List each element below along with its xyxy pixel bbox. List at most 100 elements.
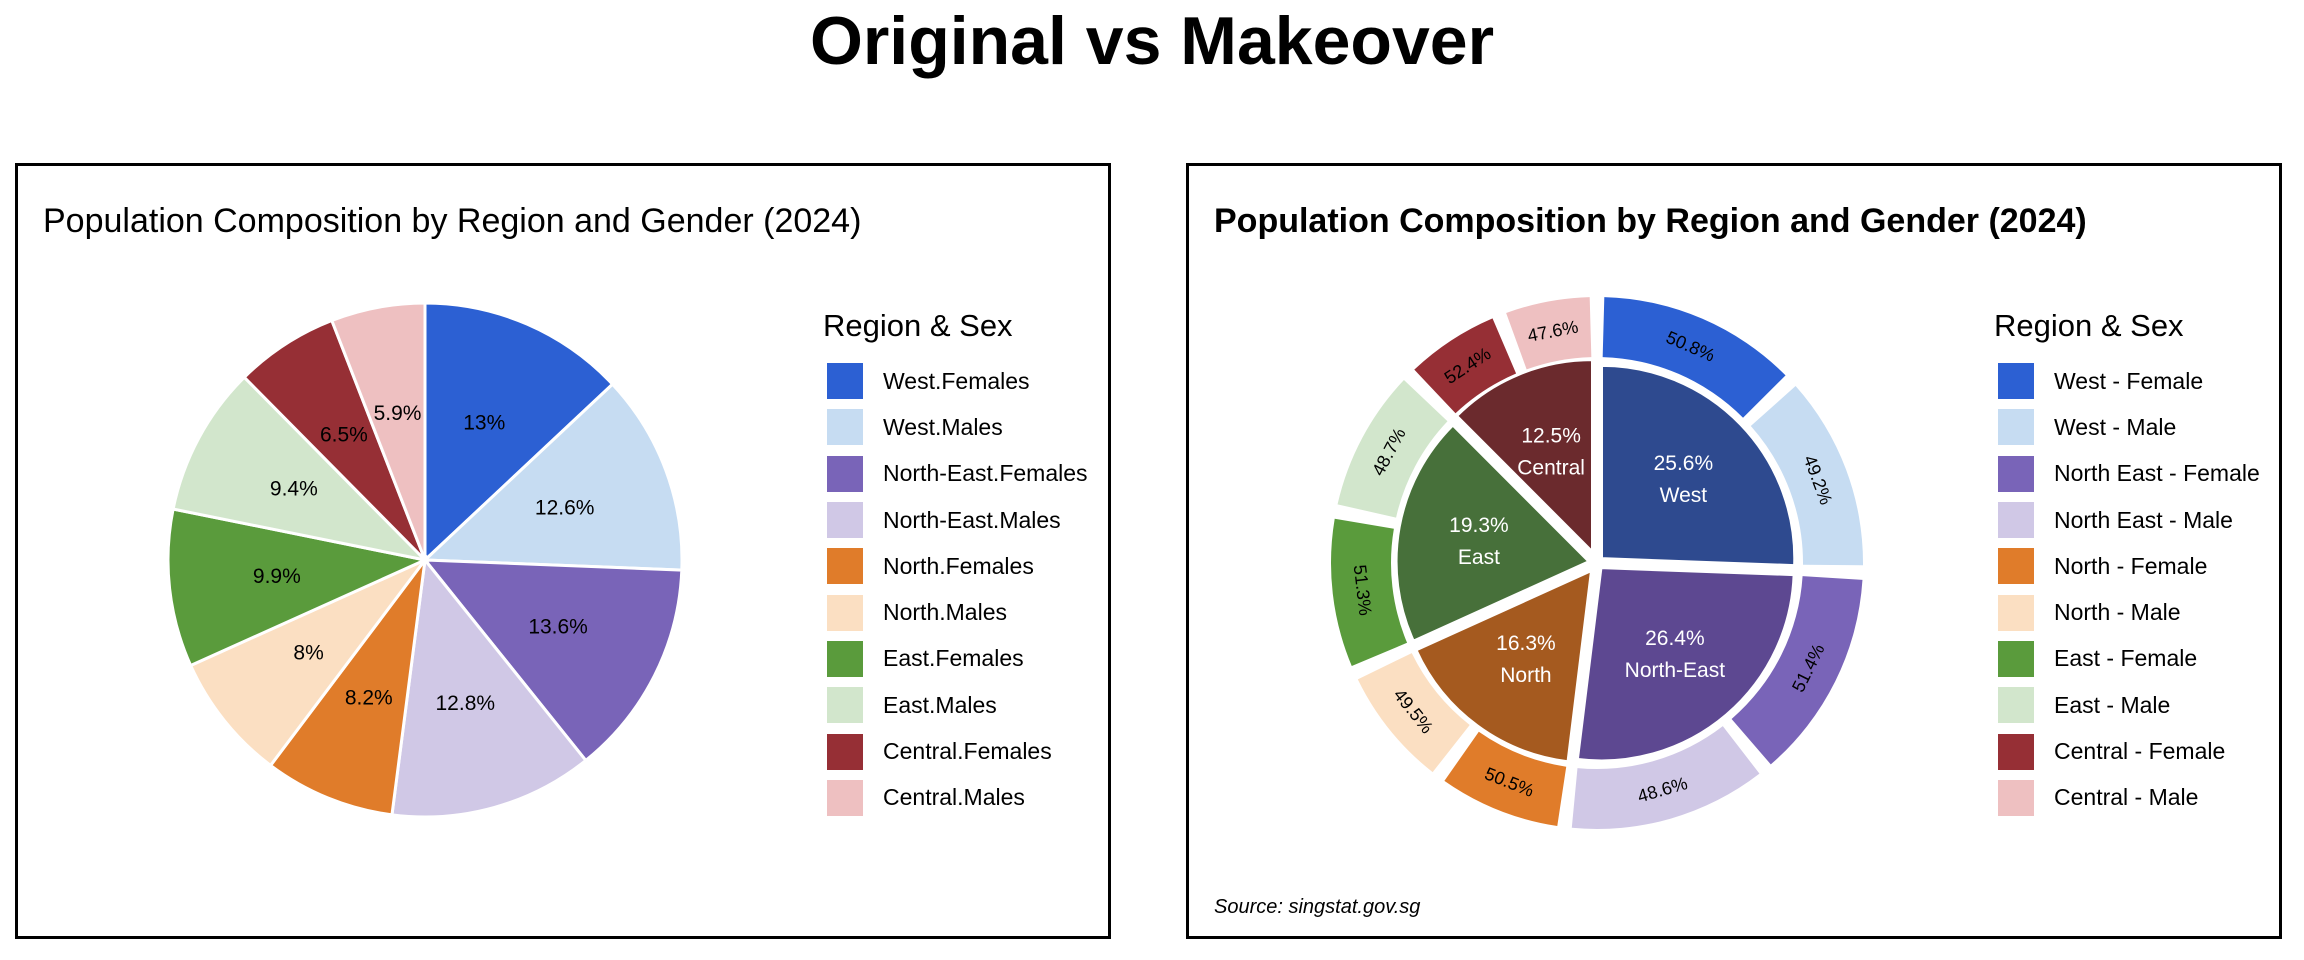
legend-label: Central - Male [2054, 784, 2199, 811]
legend-label: East - Female [2054, 645, 2198, 672]
donut-inner-region-label: North-East [1625, 659, 1726, 682]
pie-slice-label: 13% [463, 412, 505, 435]
legend-swatch [827, 733, 863, 770]
pie-slice-label: 8% [293, 642, 323, 665]
donut-inner-east [1395, 424, 1591, 642]
legend-swatch [1998, 733, 2034, 770]
makeover-legend-item-north-male: North - Male [1994, 589, 2260, 635]
legend-swatch [1998, 779, 2034, 816]
makeover-chart-panel: Population Composition by Region and Gen… [1186, 163, 2282, 939]
legend-swatch [827, 779, 863, 816]
original-legend-item-east-females: East.Females [823, 636, 1088, 682]
donut-inner-north [1415, 569, 1593, 763]
original-legend-item-north-males: North.Males [823, 589, 1088, 635]
source-note: Source: singstat.gov.sg [1214, 896, 1421, 918]
original-legend-item-north-east-females: North-East.Females [823, 451, 1088, 497]
legend-label: West - Female [2054, 367, 2204, 394]
legend-swatch [827, 502, 863, 539]
original-legend-item-north-females: North.Females [823, 543, 1088, 589]
legend-swatch [827, 548, 863, 585]
pie-slice-label: 9.4% [270, 478, 318, 501]
donut-outer-east-female [1331, 518, 1408, 667]
legend-label: West.Females [883, 367, 1030, 394]
donut-inner-north-east [1576, 567, 1795, 762]
legend-swatch [827, 594, 863, 631]
original-chart-title: Population Composition by Region and Gen… [43, 202, 862, 240]
makeover-legend-item-east-female: East - Female [1994, 636, 2260, 682]
legend-label: East.Females [883, 645, 1024, 672]
donut-inner-region-label: Central [1517, 457, 1585, 480]
donut-outer-central-female [1414, 318, 1517, 414]
donut-inner-value-label: 16.3% [1496, 632, 1556, 655]
legend-label: Central.Males [883, 784, 1025, 811]
original-chart-panel: Population Composition by Region and Gen… [15, 163, 1111, 939]
pie-slice-label: 13.6% [528, 616, 588, 639]
original-legend: Region & Sex West.Females West.Males North… [823, 308, 1088, 821]
legend-label: North.Males [883, 599, 1007, 626]
original-legend-item-north-east-males: North-East.Males [823, 497, 1088, 543]
makeover-legend-item-north-east-female: North East - Female [1994, 451, 2260, 497]
makeover-legend-title: Region & Sex [1994, 308, 2184, 343]
donut-outer-north-female [1444, 731, 1567, 827]
legend-label: East - Male [2054, 691, 2171, 718]
donut-outer-north-east-male [1571, 726, 1760, 829]
pie-slice-west-males [421, 382, 684, 572]
pie-slice-label: 12.8% [436, 692, 496, 715]
donut-outer-east-male [1337, 380, 1448, 518]
pie-slice-west-females [423, 301, 615, 564]
makeover-legend-item-west-female: West - Female [1994, 358, 2260, 404]
legend-label: North East - Female [2054, 460, 2260, 487]
donut-inner-region-label: East [1458, 546, 1500, 569]
original-legend-item-west-females: West.Females [823, 358, 1088, 404]
legend-swatch [827, 409, 863, 446]
makeover-legend: Region & Sex West - Female West - Male Nor… [1994, 308, 2260, 821]
donut-inner-value-label: 25.6% [1654, 452, 1714, 475]
legend-swatch [1998, 548, 2034, 585]
donut-inner-region-label: West [1660, 484, 1708, 507]
legend-swatch [1998, 687, 2034, 724]
makeover-legend-item-central-male: Central - Male [1994, 775, 2260, 821]
makeover-legend-item-east-male: East - Male [1994, 682, 2260, 728]
donut-outer-west-female [1602, 297, 1786, 418]
donut-outer-west-male [1750, 386, 1863, 566]
legend-label: North - Male [2054, 599, 2181, 626]
pie-slice-north-east-males [390, 556, 588, 819]
makeover-chart-title: Population Composition by Region and Gen… [1214, 202, 2087, 240]
pie-slice-east-males [171, 375, 430, 563]
donut-inner-region-label: North [1500, 664, 1551, 687]
donut-outer-north-east-female [1731, 576, 1863, 765]
legend-label: North - Female [2054, 552, 2208, 579]
legend-swatch [1998, 502, 2034, 539]
donut-inner-value-label: 12.5% [1521, 425, 1581, 448]
original-legend-item-central-males: Central.Males [823, 775, 1088, 821]
donut-outer-north-male [1357, 653, 1470, 773]
makeover-legend-item-north-female: North - Female [1994, 543, 2260, 589]
legend-swatch [1998, 640, 2034, 677]
legend-swatch [1998, 594, 2034, 631]
original-legend-title: Region & Sex [823, 308, 1013, 343]
original-legend-item-west-males: West.Males [823, 404, 1088, 450]
legend-swatch [1998, 409, 2034, 446]
pie-slice-north-east-females [421, 558, 684, 763]
legend-label: West.Males [883, 413, 1003, 440]
makeover-legend-item-north-east-male: North East - Male [1994, 497, 2260, 543]
donut-inner-value-label: 19.3% [1449, 514, 1509, 537]
legend-label: Central.Females [883, 738, 1052, 765]
legend-swatch [1998, 363, 2034, 400]
pie-slice-label: 9.9% [253, 565, 301, 588]
legend-label: North East - Male [2054, 506, 2233, 533]
makeover-legend-item-central-female: Central - Female [1994, 728, 2260, 774]
legend-label: West - Male [2054, 413, 2177, 440]
legend-swatch [827, 640, 863, 677]
donut-inner-west [1601, 364, 1796, 567]
legend-swatch [1998, 455, 2034, 492]
pie-slice-label: 8.2% [345, 687, 393, 710]
legend-label: East.Males [883, 691, 997, 718]
donut-inner-value-label: 26.4% [1645, 627, 1705, 650]
legend-label: North-East.Females [883, 460, 1088, 487]
original-pie-chart: 13% 12.6% 13.6% 12.8% 8.2% 8% 9.9% 9.4% 6.5% 5.9% [166, 301, 684, 819]
pie-slice-north-males [188, 558, 427, 768]
makeover-legend-item-west-male: West - Male [1994, 404, 2260, 450]
legend-swatch [827, 687, 863, 724]
